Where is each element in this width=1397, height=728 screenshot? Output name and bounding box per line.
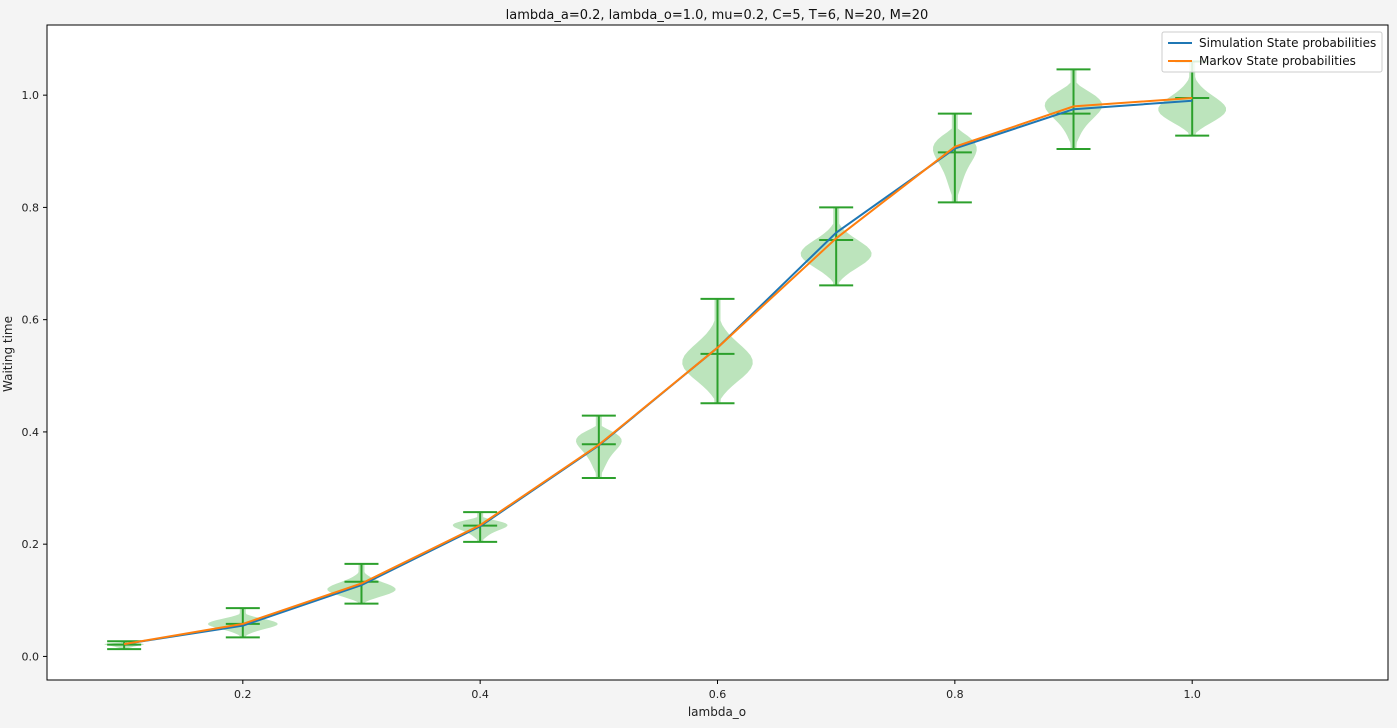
y-tick-label: 0.6: [22, 314, 40, 327]
y-tick-label: 0.2: [22, 538, 40, 551]
x-tick-label: 0.8: [946, 688, 964, 701]
legend-box: [1161, 31, 1383, 73]
y-tick-label: 0.0: [22, 650, 40, 663]
legend-label-markov: Markov State probabilities: [1199, 54, 1356, 68]
x-tick-label: 0.6: [709, 688, 727, 701]
legend-label-simulation: Simulation State probabilities: [1199, 36, 1376, 50]
series-lines: [123, 97, 1193, 646]
y-axis-label: Waiting time: [1, 316, 15, 392]
x-tick-label: 1.0: [1183, 688, 1201, 701]
y-tick-label: 0.4: [22, 426, 40, 439]
x-axis-label: lambda_o: [688, 705, 746, 719]
x-tick-label: 0.4: [471, 688, 489, 701]
y-tick-label: 0.8: [22, 201, 40, 214]
legend: Simulation State probabilities Markov St…: [1161, 31, 1383, 73]
chart-title: lambda_a=0.2, lambda_o=1.0, mu=0.2, C=5,…: [506, 8, 929, 23]
y-tick-label: 1.0: [22, 89, 40, 102]
x-tick-label: 0.2: [234, 688, 252, 701]
series-line-markov: [123, 97, 1193, 646]
y-axis-ticks: 0.0 0.2 0.4 0.6 0.8 1.0: [22, 89, 47, 663]
x-axis-ticks: 0.2 0.4 0.6 0.8 1.0: [234, 680, 1201, 701]
